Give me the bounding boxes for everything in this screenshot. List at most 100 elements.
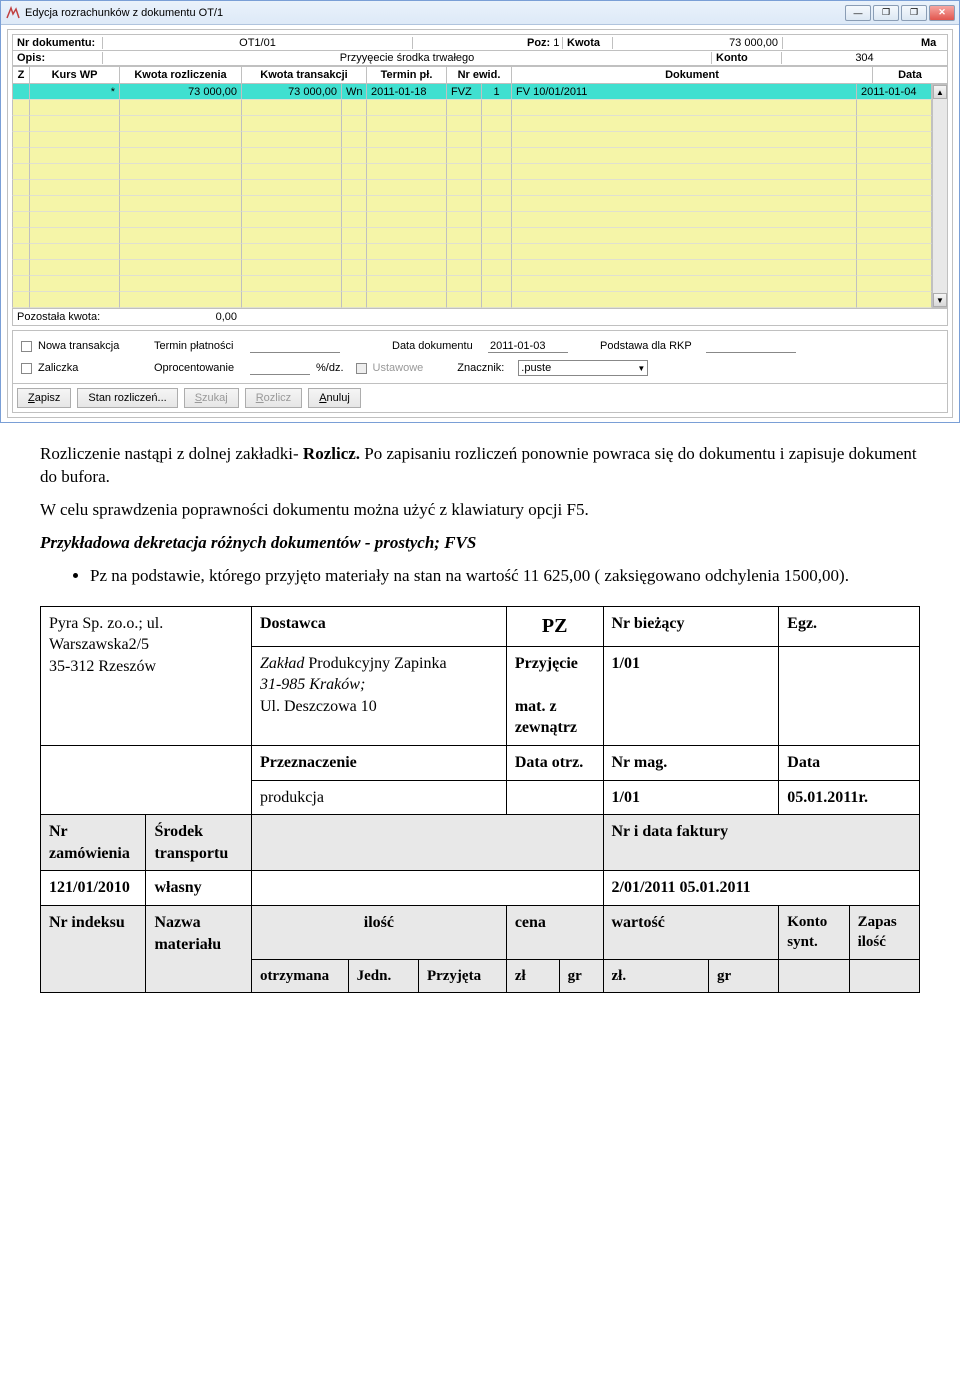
document-body: Rozliczenie nastąpi z dolnej zakładki- R… xyxy=(0,423,960,1013)
data-header: Data xyxy=(779,746,920,781)
app-icon xyxy=(5,5,21,21)
table-row[interactable] xyxy=(12,100,932,116)
blank-cell xyxy=(41,746,252,815)
cena-header: cena xyxy=(506,906,603,960)
konto-header: Konto synt. xyxy=(779,906,849,960)
zaklad-cell: Zakład Produkcyjny Zapinka 31-985 Kraków… xyxy=(251,646,506,745)
col-kurs[interactable]: Kurs WP xyxy=(30,66,120,84)
termin-label: Termin płatności xyxy=(154,340,244,352)
scroll-down-icon[interactable]: ▼ xyxy=(933,293,947,307)
pz-header: PZ xyxy=(506,606,603,646)
cell-data: 2011-01-04 xyxy=(857,84,932,100)
jedn-header: Jedn. xyxy=(348,959,418,992)
table-row[interactable] xyxy=(12,132,932,148)
doc-heading: Przykładowa dekretacja różnych dokumentó… xyxy=(40,532,920,555)
table-row[interactable] xyxy=(12,164,932,180)
pct-label: %/dz. xyxy=(316,362,344,374)
termin-input[interactable] xyxy=(250,339,340,353)
podstawa-input[interactable] xyxy=(706,339,796,353)
nrdok-value: OT1/01 xyxy=(239,37,276,49)
col-z[interactable]: Z xyxy=(12,66,30,84)
cell-nr: 1 xyxy=(482,84,512,100)
doc-paragraph: W celu sprawdzenia poprawności dokumentu… xyxy=(40,499,920,522)
table-row[interactable] xyxy=(12,244,932,260)
titlebar[interactable]: Edycja rozrachunków z dokumentu OT/1 — ❐… xyxy=(1,1,959,25)
konto-value: 304 xyxy=(855,52,873,64)
nrind-header: Nr indeksu xyxy=(41,906,146,993)
ustawowe-checkbox[interactable] xyxy=(356,363,367,374)
table-row[interactable] xyxy=(12,196,932,212)
close-button[interactable]: ✕ xyxy=(929,5,955,21)
table-row[interactable] xyxy=(12,116,932,132)
footer-row: Pozostała kwota: 0,00 xyxy=(12,308,948,326)
datadok-label: Data dokumentu xyxy=(392,340,482,352)
minimize-button[interactable]: — xyxy=(845,5,871,21)
znacznik-label: Znacznik: xyxy=(457,362,512,374)
wartosc-header: wartość xyxy=(603,906,779,960)
pozostala-label: Pozostała kwota: xyxy=(17,311,117,323)
dataotrz-header: Data otrz. xyxy=(506,746,603,781)
blank-cell xyxy=(779,959,849,992)
window-buttons: — ❐ ❐ ✕ xyxy=(845,5,955,21)
table-row[interactable] xyxy=(12,260,932,276)
szukaj-button[interactable]: Szukaj xyxy=(184,388,239,408)
button-bar: Zapisz Stan rozliczeń... Szukaj Rozlicz … xyxy=(12,384,948,413)
cell-kwtrans: 73 000,00 xyxy=(242,84,342,100)
col-kwrozl[interactable]: Kwota rozliczenia xyxy=(120,66,242,84)
gr-header: gr xyxy=(559,959,603,992)
konto-label: Konto xyxy=(716,52,748,64)
srodek-header: Środek transportu xyxy=(146,815,251,871)
oproc-input[interactable] xyxy=(250,361,310,375)
dataotrz-value xyxy=(506,780,603,815)
table-row[interactable] xyxy=(12,276,932,292)
cell-kurs: * xyxy=(30,84,120,100)
stan-button[interactable]: Stan rozliczeń... xyxy=(77,388,177,408)
nrmag-value: 1/01 xyxy=(603,780,779,815)
col-data[interactable]: Data xyxy=(873,66,948,84)
col-kwtrans[interactable]: Kwota transakcji xyxy=(242,66,367,84)
nrdata-value: 2/01/2011 05.01.2011 xyxy=(603,871,920,906)
cell-termin: 2011-01-18 xyxy=(367,84,447,100)
table-row[interactable] xyxy=(12,148,932,164)
kwota-value: 73 000,00 xyxy=(729,37,778,49)
scroll-up-icon[interactable]: ▲ xyxy=(933,85,947,99)
table-row[interactable] xyxy=(12,228,932,244)
nazwa-header: Nazwa materiału xyxy=(146,906,251,993)
table-row[interactable] xyxy=(12,180,932,196)
doc-paragraph: Rozliczenie nastąpi z dolnej zakładki- R… xyxy=(40,443,920,489)
table-row[interactable] xyxy=(12,212,932,228)
cell-kwrozl: 73 000,00 xyxy=(120,84,242,100)
table-row[interactable] xyxy=(12,292,932,308)
srodek-value: własny xyxy=(146,871,251,906)
vertical-scrollbar[interactable]: ▲ ▼ xyxy=(932,84,948,308)
zaliczka-checkbox[interactable] xyxy=(21,363,32,374)
przyjeta-header: Przyjęta xyxy=(418,959,506,992)
window-title: Edycja rozrachunków z dokumentu OT/1 xyxy=(25,7,845,19)
otrz-header: otrzymana xyxy=(251,959,348,992)
data-grid[interactable]: * 73 000,00 73 000,00 Wn 2011-01-18 FVZ … xyxy=(12,84,932,308)
datadok-input[interactable] xyxy=(488,339,568,353)
nrzam-header: Nr zamówienia xyxy=(41,815,146,871)
oproc-label: Oprocentowanie xyxy=(154,362,244,374)
zapisz-button[interactable]: Zapisz xyxy=(17,388,71,408)
form-area: Nowa transakcja Termin płatności Data do… xyxy=(12,330,948,384)
col-termin[interactable]: Termin pł. xyxy=(367,66,447,84)
firma-cell: Pyra Sp. zo.o.; ul. Warszawska2/5 35-312… xyxy=(41,606,252,745)
opis-value: Przyyęecie środka trwałego xyxy=(340,52,475,64)
znacznik-select[interactable]: .puste ▼ xyxy=(518,360,648,376)
nrmag-header: Nr mag. xyxy=(603,746,779,781)
maximize-button[interactable]: ❐ xyxy=(901,5,927,21)
restore-button[interactable]: ❐ xyxy=(873,5,899,21)
nowa-checkbox[interactable] xyxy=(21,341,32,352)
table-row[interactable]: * 73 000,00 73 000,00 Wn 2011-01-18 FVZ … xyxy=(12,84,932,100)
poz-value: 1 xyxy=(553,37,559,49)
grid-area: * 73 000,00 73 000,00 Wn 2011-01-18 FVZ … xyxy=(12,84,948,308)
egz-header: Egz. xyxy=(779,606,920,646)
col-dok[interactable]: Dokument xyxy=(512,66,873,84)
kwota-label: Kwota xyxy=(567,37,600,49)
col-nrewid[interactable]: Nr ewid. xyxy=(447,66,512,84)
dostawca-header: Dostawca xyxy=(251,606,506,646)
rozlicz-button[interactable]: Rozlicz xyxy=(245,388,302,408)
anuluj-button[interactable]: Anuluj xyxy=(308,388,361,408)
chevron-down-icon: ▼ xyxy=(637,364,645,373)
